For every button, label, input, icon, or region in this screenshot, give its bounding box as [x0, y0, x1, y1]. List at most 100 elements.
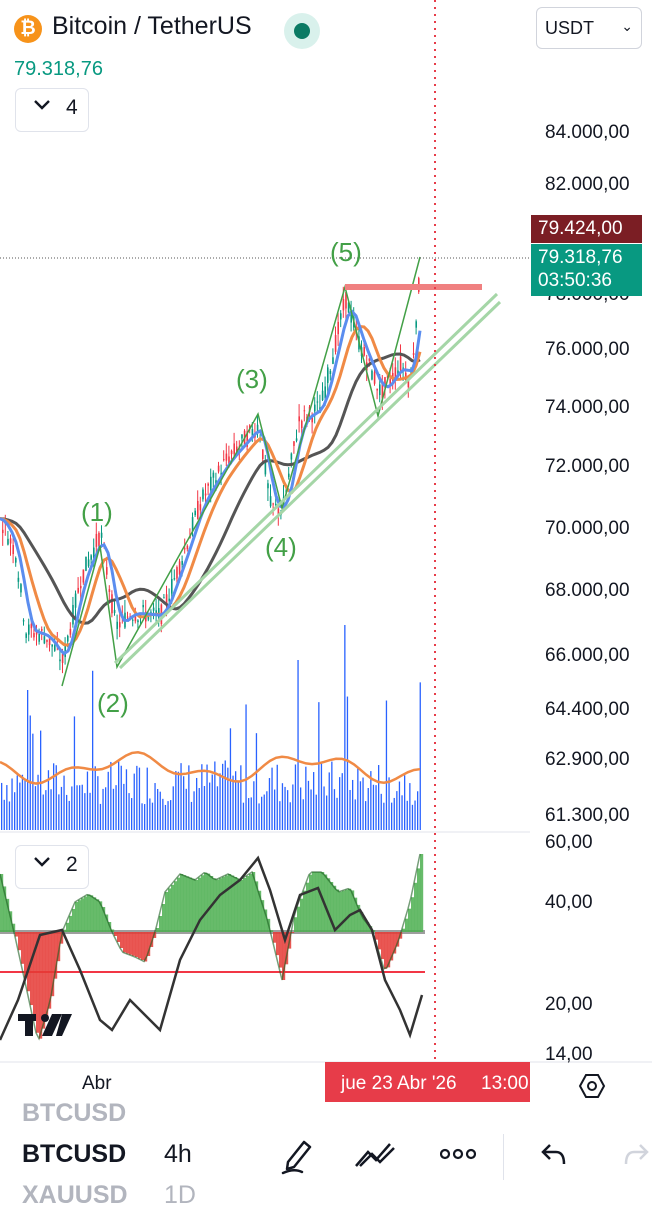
market-status-icon[interactable] — [284, 13, 320, 49]
volume-bar — [328, 772, 330, 830]
oscillator-histogram-bar — [270, 930, 274, 932]
symbol-name: BTCUSD — [22, 1099, 127, 1127]
oscillator-histogram-bar — [72, 908, 76, 932]
volume-bar — [154, 783, 156, 830]
oscillator-histogram-bar — [102, 907, 106, 932]
indicators-toggle-main[interactable]: 4 — [15, 88, 89, 132]
volume-bar — [11, 778, 13, 830]
crosshair-time: 13:00 — [481, 1073, 529, 1094]
oscillator-histogram-bar — [48, 932, 52, 1009]
oscillator-histogram-bar — [87, 894, 91, 932]
oscillator-histogram-bar — [135, 932, 139, 957]
volume-bar — [177, 771, 180, 830]
volume-bar — [164, 804, 167, 830]
candle-body — [108, 589, 111, 592]
oscillator-histogram-bar — [126, 932, 130, 954]
candle-body — [363, 347, 365, 356]
oscillator-histogram-bar — [15, 932, 19, 937]
symbol-list-item-active[interactable]: BTCUSD 4h — [22, 1140, 192, 1169]
oscillator-histogram-bar — [318, 872, 322, 932]
pencil-icon[interactable] — [280, 1136, 314, 1176]
candle-body — [43, 636, 46, 644]
oscillator-histogram-bar — [363, 918, 367, 932]
candle-body — [412, 353, 415, 355]
oscillator-histogram-bar — [45, 932, 49, 1019]
volume-bar — [196, 777, 198, 830]
oscillator-histogram-bar — [198, 877, 202, 932]
candle-body — [277, 508, 280, 515]
candle-body — [116, 621, 118, 629]
oscillator-histogram-bar — [228, 874, 232, 932]
candle-body — [165, 594, 168, 605]
candle-body — [181, 561, 183, 565]
candle-body — [293, 441, 295, 446]
volume-bar — [362, 777, 364, 830]
oscillator-histogram-bar — [237, 878, 241, 932]
oscillator-histogram-bar — [63, 929, 67, 932]
volume-bar — [55, 765, 57, 830]
candle-body — [48, 637, 51, 646]
price-axis-label: 66.000,00 — [545, 645, 630, 666]
volume-bar — [53, 763, 55, 830]
currency-select[interactable]: USDT ⌄ — [536, 7, 642, 49]
oscillator-histogram-bar — [396, 932, 400, 947]
candle-body — [324, 386, 326, 398]
candle-body — [147, 614, 150, 620]
oscillator-histogram-bar — [195, 880, 199, 932]
candle-body — [394, 367, 397, 380]
symbol-list-item[interactable]: XAUUSD 1D — [22, 1181, 196, 1210]
volume-bar — [68, 800, 70, 830]
chart-settings-icon[interactable] — [578, 1072, 606, 1100]
volume-bar — [370, 771, 372, 830]
chevron-down-icon — [34, 857, 50, 867]
volume-bar — [37, 774, 39, 830]
volume-bar — [21, 774, 24, 830]
volume-bar — [131, 798, 133, 830]
candle-body — [41, 629, 43, 631]
candle-body — [267, 483, 269, 489]
oscillator-histogram-bar — [51, 932, 55, 997]
indicator-icon[interactable] — [354, 1140, 396, 1170]
wave-label-3: (3) — [236, 364, 268, 394]
candle-body — [321, 390, 324, 401]
candle-body — [111, 594, 113, 614]
candle-body — [212, 472, 215, 478]
candle-body — [33, 633, 35, 638]
candle-body — [152, 607, 155, 611]
oscillator-histogram-bar — [354, 897, 358, 932]
volume-bar — [211, 774, 213, 830]
symbol-title[interactable]: Bitcoin / TetherUS — [52, 12, 252, 40]
candle-body — [399, 356, 402, 371]
volume-bar — [3, 799, 5, 830]
oscillator-histogram-bar — [138, 932, 142, 959]
volume-bar — [315, 794, 317, 830]
oscillator-histogram-bar — [150, 932, 154, 947]
indicators-toggle-oscillator[interactable]: 2 — [15, 845, 89, 889]
oscillator-histogram-bar — [0, 874, 4, 932]
resistance-zone — [345, 284, 482, 290]
undo-icon[interactable] — [540, 1142, 568, 1166]
ma-long-line — [0, 352, 421, 625]
candle-body — [204, 493, 207, 496]
volume-bar — [274, 789, 276, 830]
crosshair-date-label: jue 23 Abr '26 13:00 — [325, 1062, 530, 1102]
volume-bar — [224, 760, 226, 830]
volume-bar — [242, 802, 245, 830]
volume-bar — [190, 801, 193, 830]
candle-body — [269, 496, 272, 507]
volume-bar — [203, 786, 206, 830]
candle-body — [246, 431, 248, 447]
volume-bar — [393, 797, 395, 830]
oscillator-histogram-bar — [243, 878, 247, 932]
candle-body — [176, 567, 178, 579]
oscillator-histogram-bar — [159, 916, 163, 932]
oscillator-histogram-bar — [336, 889, 340, 932]
oscillator-histogram-bar — [141, 932, 145, 960]
more-icon[interactable] — [440, 1148, 476, 1160]
volume-bar — [209, 782, 211, 830]
candle-body — [230, 450, 233, 455]
oscillator-histogram-bar — [165, 892, 169, 932]
symbol-list-item[interactable]: BTCUSD 1h — [22, 1099, 126, 1128]
volume-bar — [50, 789, 52, 830]
